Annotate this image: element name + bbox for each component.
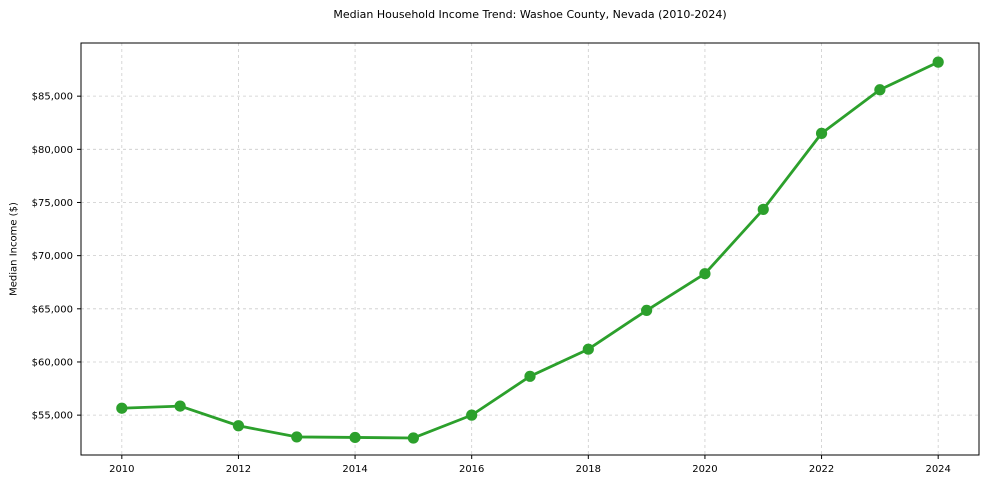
data-point [524,370,536,382]
y-tick-label: $70,000 [32,251,73,262]
data-point [466,409,478,421]
data-point [349,431,361,444]
chart-title: Median Household Income Trend: Washoe Co… [333,8,727,21]
x-tick-label: 2018 [576,464,601,475]
data-point [116,402,128,414]
axes-box [80,42,980,456]
y-tick-label: $55,000 [32,411,73,422]
x-tick-label: 2012 [226,464,251,475]
data-point [874,84,886,96]
y-tick-label: $85,000 [32,92,73,103]
x-tick-label: 2022 [809,464,834,475]
x-tick-label: 2024 [925,464,950,475]
data-point [407,432,419,444]
y-tick-label: $60,000 [32,357,73,368]
x-tick-label: 2014 [342,464,367,475]
x-tick-label: 2016 [459,464,484,475]
y-tick-label: $75,000 [32,198,73,209]
data-point [699,268,711,280]
data-point [174,400,186,412]
x-tick-label: 2020 [692,464,717,475]
data-point [757,203,769,215]
y-tick-label: $65,000 [32,304,73,315]
x-tick-label: 2010 [109,464,134,475]
data-point [582,343,594,355]
y-tick-label: $80,000 [32,145,73,156]
data-point [932,56,944,68]
data-point [291,431,303,443]
data-point [815,127,828,139]
data-point [641,304,653,317]
data-point [232,420,245,432]
